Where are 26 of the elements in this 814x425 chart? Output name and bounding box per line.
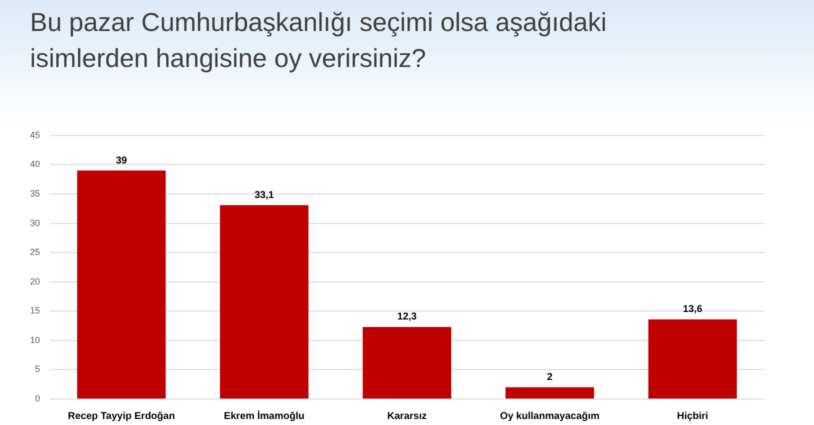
data-label: 33,1 bbox=[254, 190, 274, 201]
data-label: 2 bbox=[547, 372, 554, 384]
y-tick-label: 35 bbox=[30, 188, 40, 198]
y-tick-label: 30 bbox=[30, 218, 40, 228]
y-tick-label: 25 bbox=[30, 247, 40, 258]
x-tick-label: Kararsız bbox=[387, 410, 427, 422]
bar bbox=[77, 170, 166, 398]
y-tick-label: 10 bbox=[30, 334, 40, 345]
y-tick-label: 45 bbox=[30, 130, 40, 140]
chart-title: Bu pazar Cumhurbaşkanlığı seçimi olsa aşağıdaki isimlerden hangisine oy verirsiniz? bbox=[30, 6, 608, 75]
bar bbox=[648, 319, 737, 398]
bar bbox=[506, 387, 594, 398]
y-tick-label: 5 bbox=[34, 364, 40, 374]
x-tick-label: Ekrem İmamoğlu bbox=[224, 410, 305, 422]
bar bbox=[220, 205, 308, 398]
y-tick-label: 20 bbox=[30, 276, 40, 286]
x-tick-label: Oy kullanmayacağım bbox=[500, 410, 600, 422]
y-tick-label: 15 bbox=[30, 306, 40, 316]
x-tick-label: Hiçbiri bbox=[677, 410, 708, 422]
y-tick-label: 0 bbox=[34, 393, 40, 404]
data-label: 12,3 bbox=[397, 312, 418, 323]
y-tick-label: 40 bbox=[30, 159, 40, 170]
x-tick-label: Recep Tayyip Erdoğan bbox=[68, 410, 175, 422]
data-label: 13,6 bbox=[682, 304, 703, 316]
bar bbox=[362, 326, 452, 398]
data-label: 39 bbox=[116, 155, 128, 166]
